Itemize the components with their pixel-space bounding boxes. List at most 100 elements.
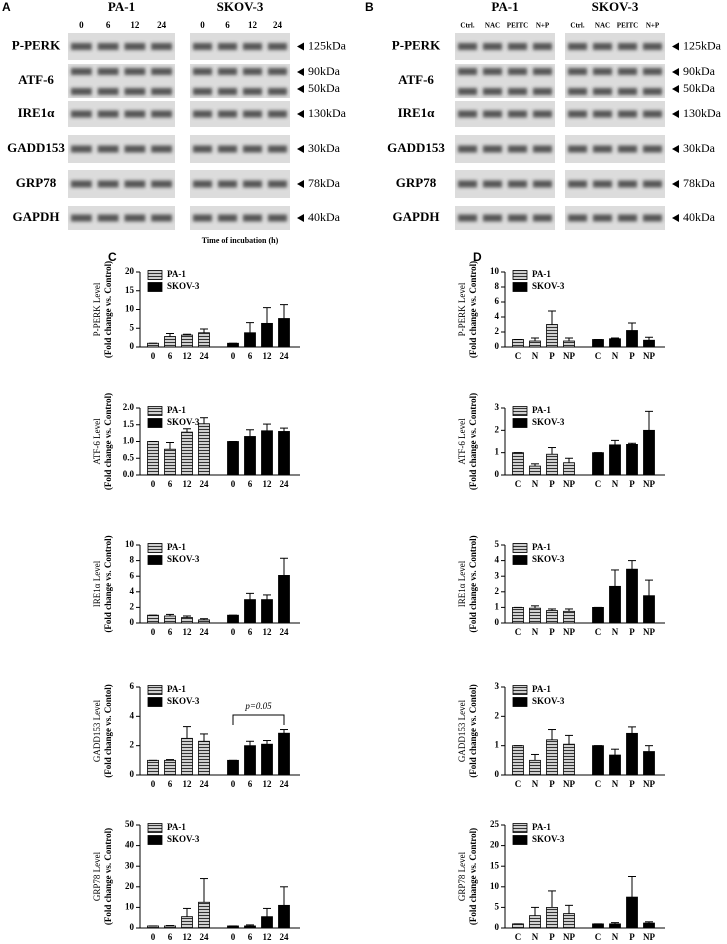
blot-band — [593, 214, 612, 222]
blot-band — [124, 88, 146, 95]
y-tick-label: 2 — [495, 586, 500, 596]
bar — [147, 441, 159, 476]
x-tick-label: P — [629, 351, 635, 361]
blot-band — [508, 110, 527, 118]
x-tick-label: 24 — [200, 351, 210, 361]
error-bar — [565, 337, 573, 341]
y-tick-label: 10 — [125, 304, 135, 314]
x-tick-label: N — [532, 479, 539, 489]
y-tick-label: 5 — [495, 901, 500, 911]
y-tick-label: 10 — [490, 266, 500, 276]
blot-band — [643, 88, 662, 95]
x-tick-label: N — [532, 779, 539, 789]
y-tick-label: 3 — [495, 681, 500, 691]
y-tick-label: 0 — [495, 617, 500, 627]
x-tick-label: 6 — [168, 351, 173, 361]
legend-label: PA-1 — [167, 405, 186, 415]
bar — [512, 607, 524, 624]
x-tick-label: 12 — [183, 627, 193, 637]
y-tick-label: 1.5 — [123, 419, 135, 429]
bar — [563, 913, 575, 929]
error-bar — [183, 907, 191, 917]
marker-label: 90kDa — [683, 64, 716, 78]
blot-band — [97, 68, 119, 75]
error-bar — [246, 322, 254, 333]
bar — [164, 759, 176, 776]
lane-label: N+P — [536, 22, 550, 30]
bar — [626, 568, 638, 624]
bar — [244, 925, 256, 929]
group-title: PA-1 — [491, 0, 518, 14]
blot-band — [97, 214, 119, 222]
blot-band — [124, 214, 146, 222]
blot-footer: Time of incubation (h) — [202, 236, 279, 245]
error-bar — [628, 726, 636, 734]
legend-label: SKOV-3 — [167, 834, 200, 844]
x-tick-label: NP — [643, 627, 655, 637]
x-tick-label: NP — [563, 479, 575, 489]
bar — [563, 610, 575, 624]
y-axis-label: (Fold change vs. Control) — [468, 535, 478, 632]
group-title: PA-1 — [108, 0, 135, 14]
blot-band — [643, 214, 662, 222]
lane-label: NAC — [485, 22, 500, 30]
legend-swatch — [512, 697, 528, 707]
marker-arrow — [672, 180, 679, 188]
x-tick-label: C — [515, 479, 522, 489]
y-axis-label: GRP78 Level — [457, 851, 467, 901]
error-bar — [531, 337, 539, 341]
marker-arrow — [672, 42, 679, 51]
blot-band — [151, 214, 172, 222]
error-bar — [548, 729, 556, 740]
y-tick-label: 30 — [125, 860, 135, 870]
blot-band — [568, 88, 587, 95]
blot-band — [243, 43, 262, 50]
error-bar — [565, 734, 573, 745]
blot-band — [268, 43, 287, 50]
bar — [164, 336, 176, 348]
bar — [643, 751, 655, 776]
blot-band — [643, 145, 662, 153]
bar — [198, 619, 210, 624]
x-tick-label: N — [612, 479, 619, 489]
bar — [546, 907, 558, 929]
bar — [626, 732, 638, 776]
x-tick-label: 24 — [280, 351, 290, 361]
blot-band — [458, 88, 477, 95]
y-tick-label: 1 — [495, 601, 500, 611]
lane-label: PEITC — [617, 22, 638, 30]
blot-band — [568, 180, 587, 188]
y-axis-label: (Fold change vs. Control) — [103, 828, 113, 925]
x-tick-label: C — [595, 932, 602, 942]
marker-arrow — [297, 68, 304, 76]
bar — [278, 904, 290, 929]
x-tick-label: 24 — [280, 627, 290, 637]
legend-label: SKOV-3 — [532, 834, 565, 844]
bar — [278, 575, 290, 624]
blot-band — [458, 145, 477, 153]
row-label: ATF-6 — [398, 72, 434, 87]
bar — [198, 740, 210, 776]
marker-label: 130kDa — [683, 106, 722, 120]
error-bar — [611, 922, 619, 924]
marker-label: 125kDa — [308, 38, 347, 52]
x-tick-label: 12 — [183, 479, 193, 489]
legend-swatch — [512, 685, 528, 695]
error-bar — [263, 423, 271, 431]
x-tick-label: 0 — [151, 932, 156, 942]
bar — [261, 430, 273, 476]
annotation: p=0.05 — [244, 701, 272, 711]
error-bar — [280, 427, 288, 432]
bar — [592, 607, 604, 624]
legend-label: PA-1 — [167, 822, 186, 832]
marker-label: 90kDa — [308, 64, 341, 78]
y-tick-label: 3 — [495, 570, 500, 580]
error-bar — [200, 733, 208, 742]
x-tick-label: 0 — [151, 627, 156, 637]
x-tick-label: 24 — [280, 479, 290, 489]
blot-band — [508, 145, 527, 153]
error-bar — [246, 429, 254, 437]
y-tick-label: 40 — [125, 840, 135, 850]
bar — [181, 916, 193, 929]
y-tick-label: 0 — [495, 341, 500, 351]
